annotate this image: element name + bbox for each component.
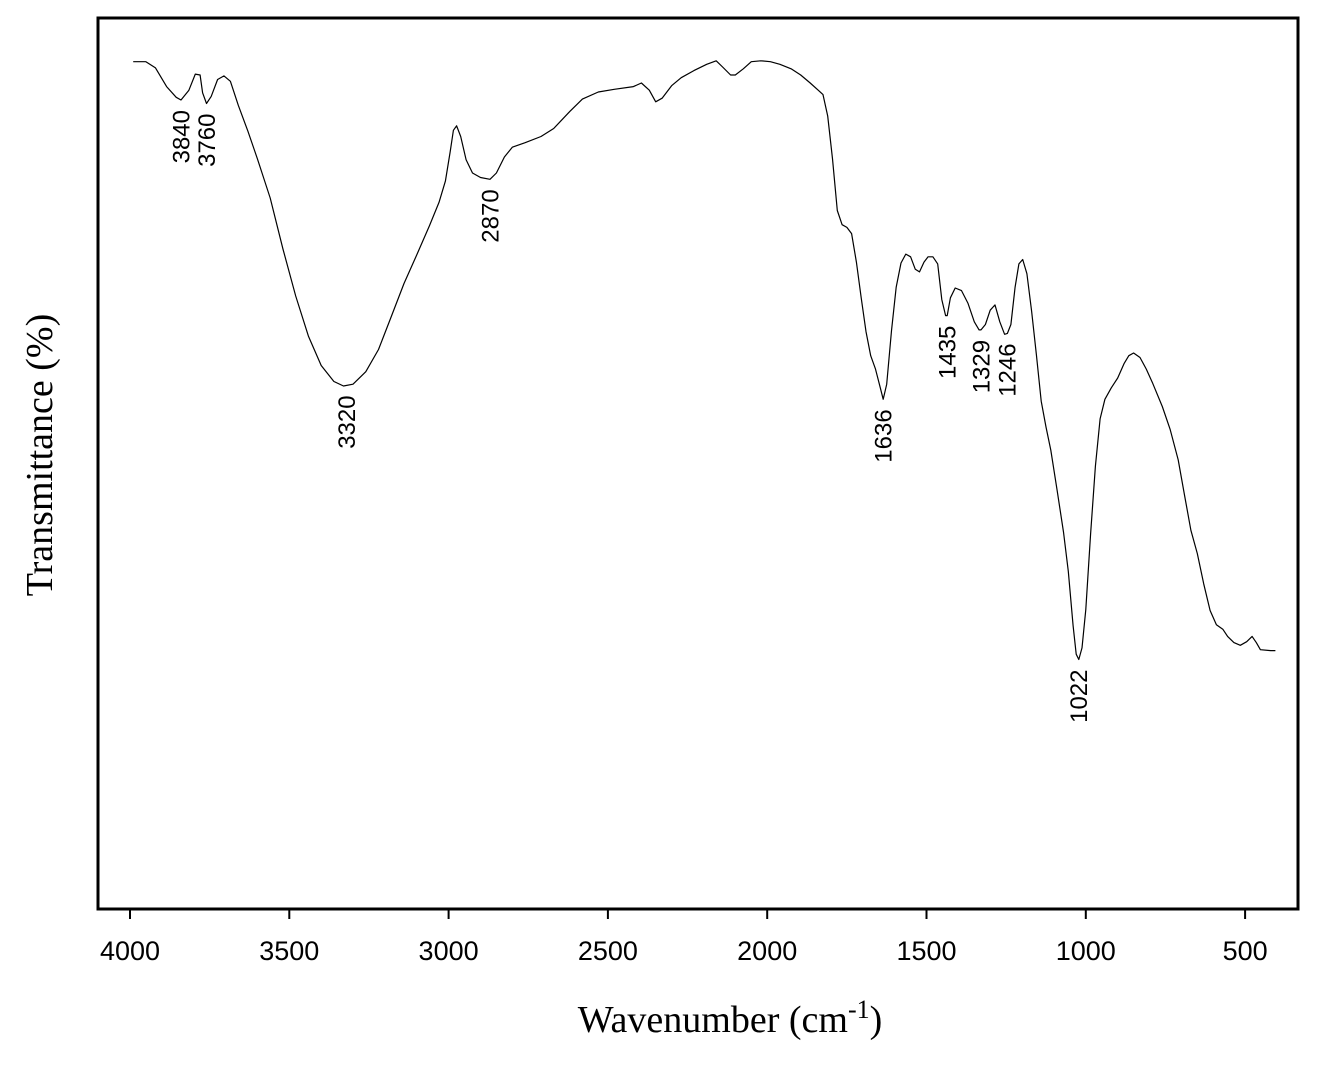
x-tick-label: 500	[1223, 936, 1268, 966]
y-axis-title: Transmittance (%)	[19, 314, 61, 596]
peak-label-1022: 1022	[1066, 670, 1093, 723]
x-tick-label: 3500	[259, 936, 319, 966]
peak-label-1246: 1246	[995, 343, 1022, 396]
x-axis-title-superscript: -1	[848, 995, 870, 1024]
peak-label-2870: 2870	[477, 189, 504, 242]
peak-label-3840: 3840	[168, 110, 195, 163]
spectrum-series-line	[133, 60, 1276, 661]
x-tick-label: 2500	[578, 936, 638, 966]
peak-label-1435: 1435	[935, 326, 962, 379]
x-tick-label: 2000	[737, 936, 797, 966]
plot-frame	[96, 16, 1300, 911]
x-tick-label: 3000	[419, 936, 479, 966]
x-axis-title: Wavenumber (cm-1)	[578, 995, 883, 1041]
peak-label-1636: 1636	[871, 409, 898, 462]
peak-label-3760: 3760	[194, 114, 221, 167]
x-tick-label: 1000	[1056, 936, 1116, 966]
x-tick-label: 1500	[896, 936, 956, 966]
x-tick-label: 4000	[100, 936, 160, 966]
peak-label-3320: 3320	[334, 395, 361, 448]
peak-label-1329: 1329	[968, 340, 995, 393]
x-axis-ticks: 4000 3500 3000 2500 2000 1500 1000 500	[100, 909, 1268, 966]
